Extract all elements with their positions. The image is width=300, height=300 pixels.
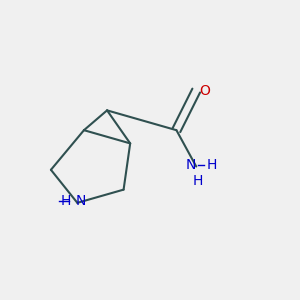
Text: N: N <box>76 194 86 208</box>
Text: N: N <box>186 158 196 172</box>
Text: H: H <box>60 194 71 208</box>
Text: H: H <box>206 158 217 172</box>
Text: H: H <box>193 174 203 188</box>
Text: O: O <box>200 84 210 98</box>
